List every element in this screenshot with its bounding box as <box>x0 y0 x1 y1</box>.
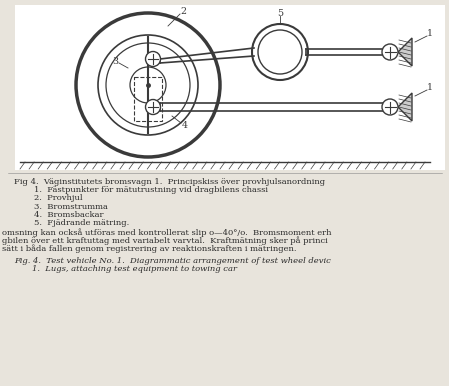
Text: 1.  Lugs, attaching test equipment to towing car: 1. Lugs, attaching test equipment to tow… <box>32 265 237 273</box>
Polygon shape <box>398 93 412 121</box>
Circle shape <box>382 99 398 115</box>
Bar <box>160 103 390 111</box>
Text: 5.  Fjädrande mätring.: 5. Fjädrande mätring. <box>34 219 129 227</box>
Text: sätt i båda fallen genom registrering av reaktionskraften i mätringen.: sätt i båda fallen genom registrering av… <box>2 245 296 253</box>
Text: 4: 4 <box>182 122 188 130</box>
Text: 5: 5 <box>277 8 283 17</box>
Text: 2.  Provhjul: 2. Provhjul <box>34 195 83 202</box>
Bar <box>134 77 162 121</box>
Circle shape <box>382 44 398 60</box>
Text: Fig 4.  Väginstitutets bromsvagn 1.  Principskiss över provhjulsanordning: Fig 4. Väginstitutets bromsvagn 1. Princ… <box>14 178 325 186</box>
Text: 3.  Bromstrumma: 3. Bromstrumma <box>34 203 108 211</box>
Bar <box>306 49 390 55</box>
Text: omsning kan också utföras med kontrollerat slip o—40°/o.  Bromsmoment erh: omsning kan också utföras med kontroller… <box>2 228 331 237</box>
Text: 3: 3 <box>112 58 118 66</box>
Text: gbilen över ett kraftuttag med variabelt varvtal.  Kraftmätning sker på princi: gbilen över ett kraftuttag med variabelt… <box>2 236 328 245</box>
Circle shape <box>145 100 160 115</box>
Text: 1: 1 <box>427 29 433 39</box>
Circle shape <box>145 51 160 66</box>
Text: Fig. 4.  Test vehicle No. 1.  Diagrammatic arrangement of test wheel devic: Fig. 4. Test vehicle No. 1. Diagrammatic… <box>14 257 331 265</box>
Text: 1.  Fästpunkter för mätutrustning vid dragbilens chassi: 1. Fästpunkter för mätutrustning vid dra… <box>34 186 268 194</box>
Text: 4.  Bromsbackar: 4. Bromsbackar <box>34 211 104 219</box>
Circle shape <box>258 30 302 74</box>
Polygon shape <box>398 38 412 66</box>
Bar <box>15 5 445 170</box>
Text: 1: 1 <box>427 83 433 93</box>
Text: 2: 2 <box>180 7 186 17</box>
Circle shape <box>252 24 308 80</box>
